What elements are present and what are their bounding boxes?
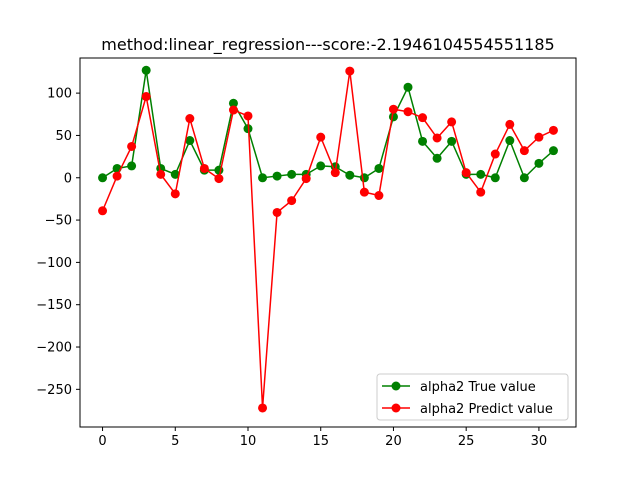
y-tick-label: −150 — [36, 298, 72, 313]
x-axis: 0 5 10 15 20 25 30 — [98, 427, 547, 449]
series-layer — [98, 65, 558, 413]
data-point — [403, 82, 413, 92]
y-tick-label: 100 — [47, 87, 72, 102]
data-point — [112, 171, 122, 181]
data-point — [98, 173, 108, 183]
data-point — [534, 158, 544, 168]
data-point — [330, 168, 340, 178]
data-point — [374, 163, 384, 173]
data-point — [141, 92, 151, 102]
data-point — [534, 132, 544, 142]
data-point — [447, 117, 457, 127]
data-point — [519, 173, 529, 183]
y-tick-label: 0 — [64, 171, 72, 186]
legend-marker-true — [391, 381, 401, 391]
y-tick-label: −100 — [36, 256, 72, 271]
x-tick-label: 30 — [531, 434, 548, 449]
x-tick-label: 25 — [458, 434, 475, 449]
data-point — [316, 132, 326, 142]
data-point — [228, 98, 238, 108]
data-point — [127, 161, 137, 171]
data-point — [272, 171, 282, 181]
data-point — [374, 191, 384, 201]
y-tick-label: −200 — [36, 341, 72, 356]
legend: alpha2 True value alpha2 Predict value — [376, 373, 569, 421]
y-tick-label: −50 — [45, 214, 72, 229]
y-axis: 100 50 0 −50 −100 −150 −200 −250 — [36, 87, 80, 398]
data-point — [359, 187, 369, 197]
data-point — [548, 146, 558, 156]
series-predict-value — [98, 66, 558, 413]
data-point — [519, 146, 529, 156]
data-point — [185, 136, 195, 146]
data-point — [287, 196, 297, 206]
data-point — [258, 403, 268, 413]
data-point — [476, 169, 486, 179]
y-tick-label: 50 — [55, 129, 72, 144]
data-point — [214, 174, 224, 184]
data-point — [461, 168, 471, 178]
data-point — [345, 170, 355, 180]
data-point — [476, 187, 486, 197]
plot-area — [80, 58, 576, 427]
x-tick-label: 20 — [385, 434, 402, 449]
legend-label-predict: alpha2 Predict value — [420, 402, 553, 417]
x-tick-label: 15 — [312, 434, 329, 449]
data-point — [301, 174, 311, 184]
data-point — [287, 169, 297, 179]
data-point — [447, 136, 457, 146]
legend-box — [376, 373, 569, 421]
data-point — [418, 136, 428, 146]
data-point — [127, 141, 137, 151]
data-point — [490, 149, 500, 159]
data-point — [388, 104, 398, 114]
data-point — [359, 173, 369, 183]
data-point — [185, 114, 195, 124]
x-tick-label: 10 — [240, 434, 257, 449]
plot-frame — [79, 57, 577, 428]
data-point — [432, 153, 442, 163]
data-point — [505, 119, 515, 129]
data-point — [548, 125, 558, 135]
data-point — [403, 107, 413, 117]
data-point — [141, 65, 151, 75]
legend-marker-predict — [391, 403, 401, 413]
chart-title: method:linear_regression---score:-2.1946… — [101, 35, 554, 55]
data-point — [228, 105, 238, 115]
y-tick-label: −250 — [36, 383, 72, 398]
data-point — [258, 173, 268, 183]
data-point — [170, 169, 180, 179]
data-point — [199, 163, 209, 173]
data-point — [418, 113, 428, 123]
legend-label-true: alpha2 True value — [420, 380, 536, 395]
data-point — [170, 189, 180, 199]
data-point — [316, 161, 326, 171]
data-point — [490, 173, 500, 183]
x-tick-label: 5 — [171, 434, 179, 449]
data-point — [505, 136, 515, 146]
x-tick-label: 0 — [98, 434, 106, 449]
data-point — [156, 169, 166, 179]
data-point — [345, 66, 355, 76]
data-point — [432, 133, 442, 143]
data-point — [98, 206, 108, 216]
data-point — [272, 207, 282, 217]
data-point — [243, 111, 253, 121]
